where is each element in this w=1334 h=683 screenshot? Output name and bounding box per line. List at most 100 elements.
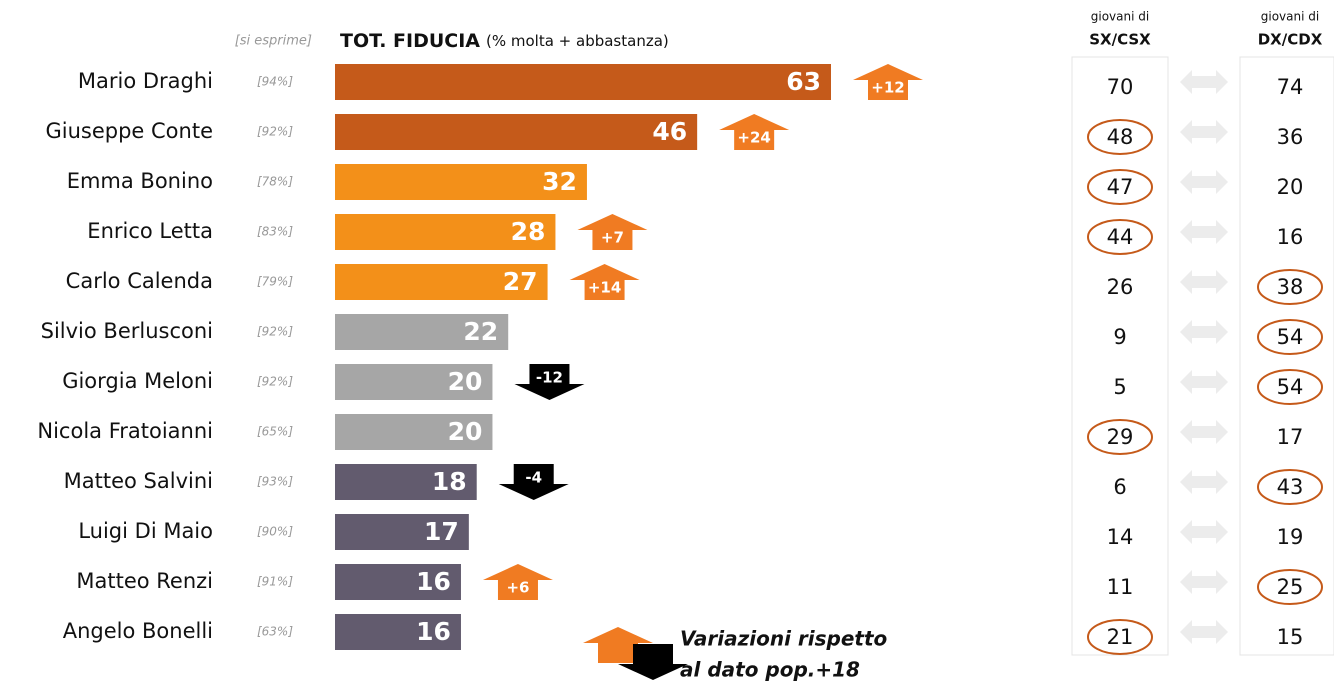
- bar: [335, 364, 493, 400]
- value-label: 20: [448, 417, 483, 446]
- bar: [335, 514, 469, 550]
- expressed-label: [78%]: [257, 175, 293, 189]
- column-value: 70: [1107, 75, 1134, 99]
- category-label: Luigi Di Maio: [78, 519, 213, 543]
- category-label: Giuseppe Conte: [45, 119, 213, 143]
- expressed-label: [92%]: [257, 325, 293, 339]
- arrow-up: [482, 564, 553, 600]
- column-title: DX/CDX: [1258, 31, 1323, 49]
- bar: [335, 214, 556, 250]
- chart-title: TOT. FIDUCIA (% molta + abbastanza): [340, 30, 669, 52]
- arrow-down: [618, 644, 688, 680]
- value-label: 16: [416, 617, 451, 646]
- double-arrow: [1180, 70, 1228, 94]
- highlight-circle: [1087, 219, 1153, 255]
- column-value: 16: [1277, 225, 1304, 249]
- expressed-label: [90%]: [257, 525, 293, 539]
- column-value: 25: [1277, 575, 1304, 599]
- column-value: 48: [1107, 125, 1134, 149]
- highlight-circle: [1087, 169, 1153, 205]
- category-label: Mario Draghi: [78, 69, 213, 93]
- column-value: 38: [1277, 275, 1304, 299]
- category-label: Enrico Letta: [87, 219, 213, 243]
- value-label: 18: [432, 467, 467, 496]
- value-label: 46: [652, 117, 687, 146]
- highlight-circle: [1087, 619, 1153, 655]
- highlight-circle: [1257, 469, 1323, 505]
- bar: [335, 64, 831, 100]
- column-box: [1239, 56, 1334, 656]
- column-value: 43: [1277, 475, 1304, 499]
- column-value: 9: [1113, 325, 1126, 349]
- column-box: [1071, 56, 1169, 656]
- value-label: 28: [511, 217, 546, 246]
- highlight-circle: [1257, 369, 1323, 405]
- bar: [335, 564, 461, 600]
- change-label: +7: [601, 229, 624, 247]
- legend-text: Variazioni rispetto: [680, 627, 888, 651]
- double-arrow: [1180, 420, 1228, 444]
- arrow-up: [569, 264, 640, 300]
- value-label: 22: [463, 317, 498, 346]
- expressed-label: [83%]: [257, 225, 293, 239]
- legend-text: al dato pop.+18: [680, 658, 860, 682]
- column-small: giovani di: [1091, 10, 1149, 24]
- bar: [335, 164, 587, 200]
- change-label: +6: [506, 579, 529, 597]
- column-value: 5: [1113, 375, 1126, 399]
- change-label: -4: [525, 469, 542, 487]
- value-label: 32: [542, 167, 577, 196]
- category-label: Silvio Berlusconi: [41, 319, 213, 343]
- double-arrow: [1180, 120, 1228, 144]
- column-value: 11: [1107, 575, 1134, 599]
- category-label: Carlo Calenda: [66, 269, 213, 293]
- value-label: 63: [786, 67, 821, 96]
- subtitle: (% molta + abbastanza): [486, 32, 669, 50]
- column-value: 36: [1277, 125, 1304, 149]
- column-value: 20: [1277, 175, 1304, 199]
- double-arrow: [1180, 470, 1228, 494]
- column-value: 14: [1107, 525, 1134, 549]
- arrow-down: [498, 464, 569, 500]
- value-label: 16: [416, 567, 451, 596]
- double-arrow: [1180, 270, 1228, 294]
- category-label: Matteo Renzi: [76, 569, 213, 593]
- arrow-down: [514, 364, 585, 400]
- category-label: Giorgia Meloni: [62, 369, 213, 393]
- category-label: Matteo Salvini: [64, 469, 213, 493]
- column-value: 54: [1277, 375, 1304, 399]
- column-value: 47: [1107, 175, 1134, 199]
- value-label: 27: [503, 267, 538, 296]
- category-label: Angelo Bonelli: [63, 619, 213, 643]
- value-label: 20: [448, 367, 483, 396]
- header-note: [si esprime]: [235, 34, 312, 49]
- column-value: 29: [1107, 425, 1134, 449]
- double-arrow: [1180, 320, 1228, 344]
- value-label: 17: [424, 517, 459, 546]
- column-value: 44: [1107, 225, 1134, 249]
- highlight-circle: [1257, 569, 1323, 605]
- bar: [335, 264, 548, 300]
- change-label: -12: [536, 369, 563, 387]
- bar: [335, 614, 461, 650]
- change-label: +24: [737, 129, 770, 147]
- expressed-label: [92%]: [257, 125, 293, 139]
- column-value: 54: [1277, 325, 1304, 349]
- category-label: Nicola Fratoianni: [37, 419, 213, 443]
- highlight-circle: [1087, 419, 1153, 455]
- double-arrow: [1180, 570, 1228, 594]
- change-label: +12: [871, 79, 904, 97]
- change-label: +14: [588, 279, 621, 297]
- column-value: 15: [1277, 625, 1304, 649]
- expressed-label: [79%]: [257, 275, 293, 289]
- expressed-label: [63%]: [257, 625, 293, 639]
- arrow-up: [719, 114, 790, 150]
- expressed-label: [91%]: [257, 575, 293, 589]
- column-value: 19: [1277, 525, 1304, 549]
- bar: [335, 414, 493, 450]
- double-arrow: [1180, 220, 1228, 244]
- bar: [335, 114, 698, 150]
- column-title: SX/CSX: [1089, 31, 1151, 49]
- arrow-up: [577, 214, 648, 250]
